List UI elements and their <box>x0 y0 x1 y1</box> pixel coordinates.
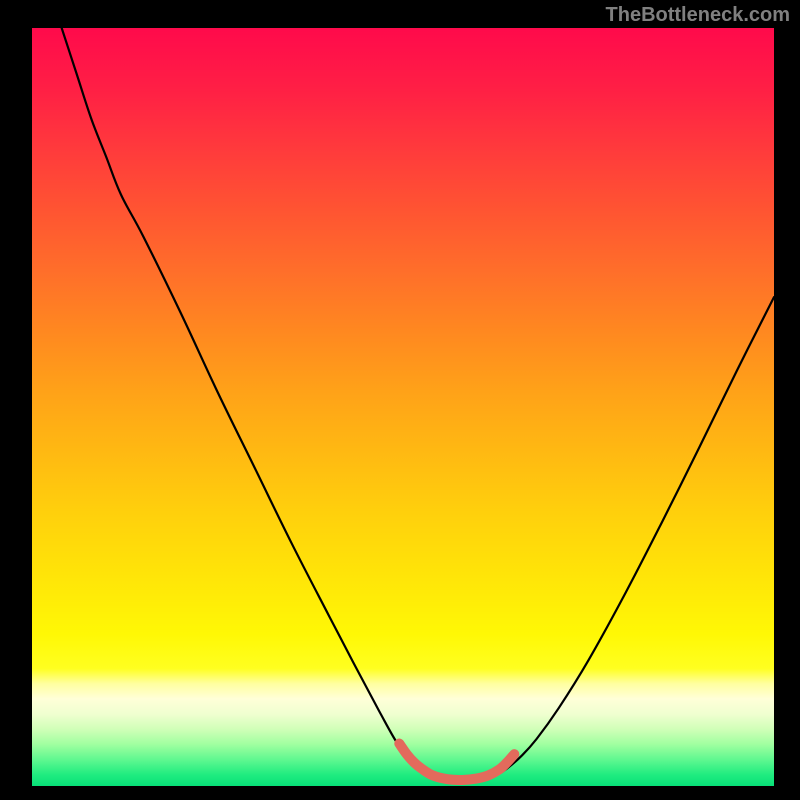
plot-area <box>32 28 774 786</box>
chart-container: TheBottleneck.com <box>0 0 800 800</box>
watermark-text: TheBottleneck.com <box>606 4 790 27</box>
bottleneck-curve-chart <box>32 28 774 786</box>
